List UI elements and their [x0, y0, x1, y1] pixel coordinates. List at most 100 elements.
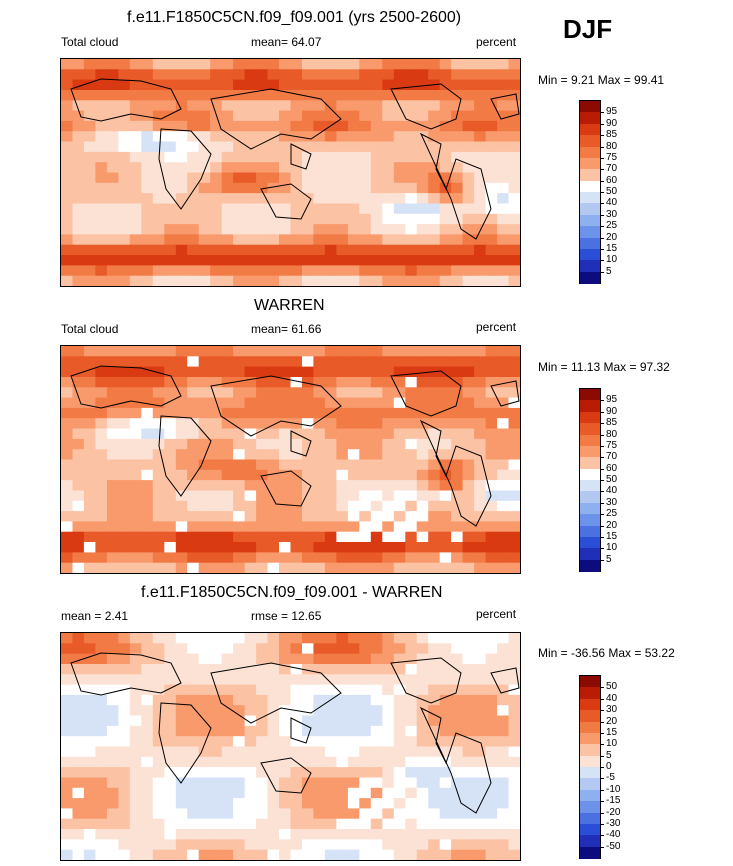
map-cell: [106, 849, 119, 860]
map-cell: [152, 79, 165, 91]
map-cell: [359, 490, 372, 502]
panel1-left-label: Total cloud: [61, 35, 119, 49]
map-cell: [336, 839, 349, 851]
map-cell: [256, 366, 269, 378]
map-cell: [508, 829, 520, 840]
map-cell: [451, 213, 464, 225]
colorbar-swatch: [580, 698, 600, 711]
map-cell: [244, 531, 257, 543]
map-cell: [256, 193, 269, 204]
map-cell: [439, 213, 452, 225]
map-cell: [370, 469, 383, 481]
map-cell: [485, 725, 498, 737]
map-cell: [428, 120, 441, 132]
map-cell: [428, 182, 441, 194]
map-cell: [290, 531, 303, 543]
map-cell: [370, 255, 383, 266]
map-cell: [233, 366, 246, 378]
map-cell: [302, 633, 315, 644]
map-cell: [141, 674, 154, 686]
map-cell: [129, 469, 142, 481]
map-cell: [141, 798, 154, 809]
map-cell: [485, 736, 498, 748]
map-cell: [175, 438, 188, 450]
map-cell: [313, 725, 326, 737]
map-cell: [141, 818, 154, 830]
map-cell: [416, 356, 429, 368]
map-cell: [175, 110, 188, 122]
map-cell: [313, 172, 326, 184]
map-cell: [393, 521, 406, 533]
map-cell: [290, 203, 303, 215]
map-cell: [210, 705, 223, 717]
map-cell: [198, 480, 211, 491]
map-cell: [198, 356, 211, 368]
map-cell: [187, 480, 200, 491]
map-cell: [370, 366, 383, 378]
colorbar-swatch: [580, 389, 600, 401]
map-cell: [290, 449, 303, 461]
map-cell: [106, 490, 119, 502]
map-cell: [462, 418, 475, 430]
map-cell: [233, 469, 246, 481]
map-cell: [439, 653, 452, 665]
map-cell: [141, 633, 154, 644]
map-cell: [279, 798, 292, 809]
panel2-colorbar: 95 90 85 80 75 70 60 50 40 30 25 20 15 10 5: [579, 388, 617, 572]
map-cell: [267, 500, 280, 512]
map-cell: [61, 633, 74, 644]
colorbar-swatch: [580, 778, 600, 791]
map-cell: [95, 234, 108, 246]
map-cell: [302, 542, 315, 553]
map-cell: [439, 664, 452, 675]
map-cell: [129, 234, 142, 246]
map-cell: [152, 428, 165, 440]
map-cell: [474, 490, 487, 502]
map-cell: [106, 100, 119, 112]
colorbar-swatch: [580, 423, 600, 435]
map-cell: [141, 131, 154, 143]
map-cell: [106, 531, 119, 543]
map-cell: [382, 162, 395, 174]
map-cell: [61, 562, 74, 573]
panel1-colorbar: 95 90 85 80 75 70 60 50 40 30 25 20 15 10 5: [579, 100, 617, 284]
map-cell: [474, 480, 487, 491]
map-cell: [61, 418, 74, 430]
map-cell: [508, 849, 520, 860]
colorbar-swatch: [580, 491, 600, 504]
map-cell: [474, 346, 487, 357]
map-cell: [83, 818, 96, 830]
map-cell: [382, 715, 395, 727]
map-cell: [175, 182, 188, 194]
map-cell: [175, 356, 188, 368]
map-cell: [187, 562, 200, 573]
map-cell: [118, 715, 131, 727]
map-cell: [267, 694, 280, 706]
map-cell: [221, 387, 234, 399]
map-cell: [313, 469, 326, 481]
map-cell: [416, 542, 429, 553]
map-cell: [497, 531, 510, 543]
map-cell: [428, 787, 441, 799]
map-cell: [462, 449, 475, 461]
map-cell: [370, 674, 383, 686]
map-cell: [61, 839, 74, 851]
map-cell: [474, 715, 487, 727]
map-cell: [175, 469, 188, 481]
map-cell: [313, 521, 326, 533]
map-cell: [210, 224, 223, 235]
map-cell: [221, 542, 234, 553]
map-cell: [129, 120, 142, 132]
map-cell: [439, 428, 452, 440]
map-cell: [72, 746, 85, 758]
colorbar-tick: [600, 434, 604, 436]
map-cell: [485, 131, 498, 143]
map-cell: [244, 428, 257, 440]
map-cell: [244, 182, 257, 194]
map-cell: [474, 552, 487, 564]
map-cell: [393, 438, 406, 450]
colorbar-swatch: [580, 789, 600, 802]
map-cell: [428, 90, 441, 101]
map-cell: [164, 633, 177, 644]
map-cell: [141, 500, 154, 512]
